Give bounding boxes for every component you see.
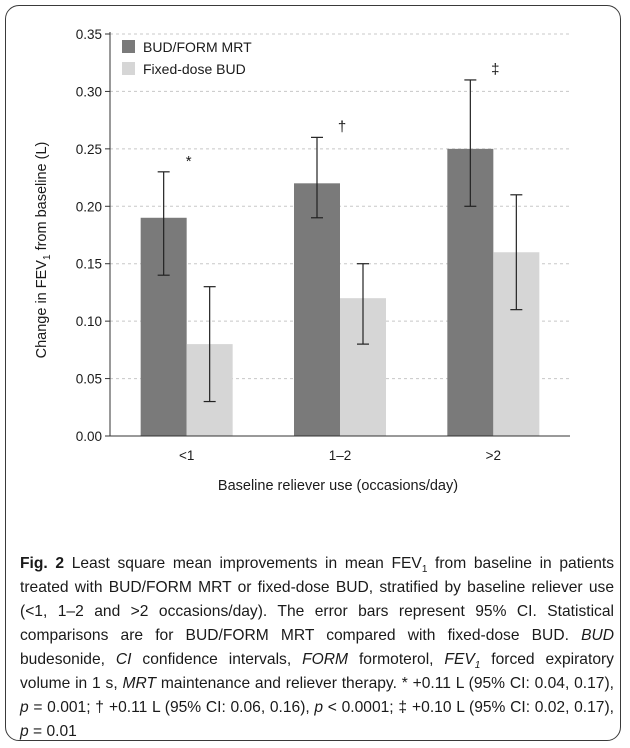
y-axis: 0.00 0.05 0.10 0.15 0.20 0.25 0.30 0.35 (76, 27, 111, 444)
legend-swatch (122, 62, 135, 75)
x-tick-label: 1–2 (329, 448, 352, 463)
x-axis: <1 1–2 >2 (110, 435, 570, 463)
y-tick-label: 0.15 (76, 257, 102, 272)
figure-label: Fig. 2 (20, 555, 65, 572)
legend: BUD/FORM MRT Fixed-dose BUD (122, 39, 252, 77)
bar-bud-form-mrt (294, 183, 340, 436)
x-tick-label: >2 (486, 448, 501, 463)
significance-marker: † (338, 118, 346, 135)
bars (140, 148, 540, 436)
figure-frame (5, 5, 621, 741)
y-tick-label: 0.20 (76, 199, 102, 214)
legend-label: BUD/FORM MRT (143, 39, 252, 55)
y-tick-label: 0.25 (76, 142, 102, 157)
y-tick-label: 0.30 (76, 84, 102, 99)
significance-markers: * † ‡ (186, 61, 500, 170)
significance-marker: * (186, 153, 192, 170)
y-tick-label: 0.00 (76, 429, 102, 444)
bar-chart: 0.00 0.05 0.10 0.15 0.20 0.25 0.30 0.35 * † ‡ <1 1… (34, 27, 570, 494)
legend-swatch (122, 40, 135, 53)
y-tick-label: 0.05 (76, 372, 102, 387)
x-axis-label: Baseline reliever use (occasions/day) (218, 478, 458, 494)
x-tick-label: <1 (179, 448, 194, 463)
legend-label: Fixed-dose BUD (143, 61, 246, 77)
error-bars (157, 79, 523, 403)
y-axis-label: Change in FEV1 from baseline (L) (34, 142, 53, 359)
y-tick-label: 0.35 (76, 27, 102, 42)
significance-marker: ‡ (491, 61, 499, 78)
figure-caption: Fig. 2 Least square mean improvements in… (20, 555, 614, 740)
y-tick-label: 0.10 (76, 314, 102, 329)
